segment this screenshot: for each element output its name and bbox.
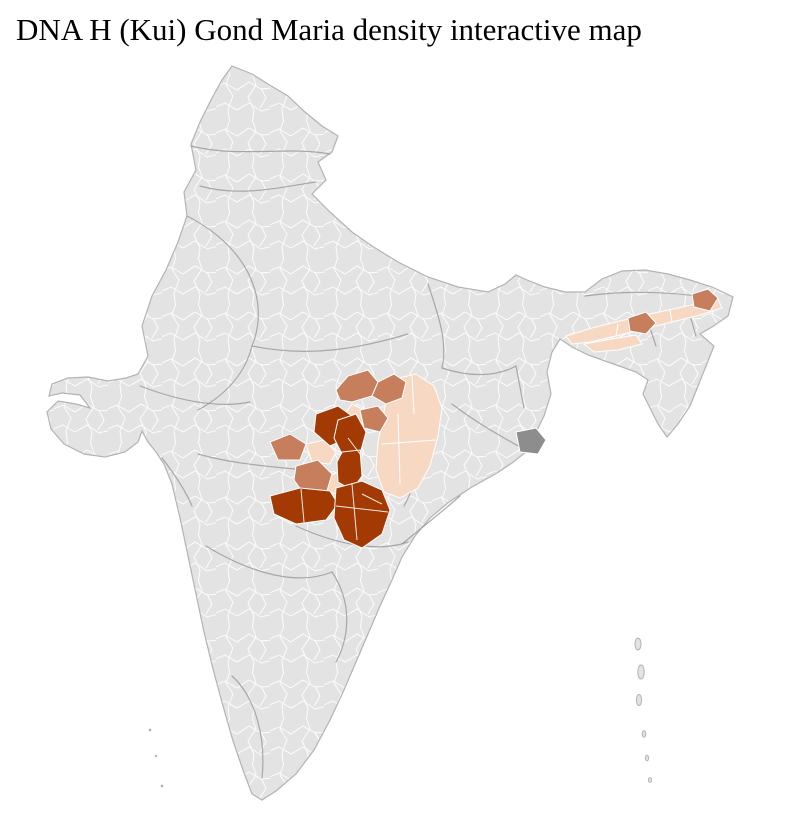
island[interactable]	[148, 728, 152, 732]
district-medium[interactable]	[359, 405, 389, 433]
island[interactable]	[634, 637, 642, 651]
india-density-map[interactable]	[0, 50, 791, 820]
district-high[interactable]	[269, 487, 339, 525]
district-cluster-high-density[interactable]	[269, 405, 391, 549]
island[interactable]	[160, 784, 164, 788]
district-medium[interactable]	[627, 311, 657, 335]
district-borders-low	[381, 309, 673, 485]
page-title: DNA H (Kui) Gond Maria density interacti…	[16, 12, 642, 47]
district-low[interactable]	[582, 334, 643, 353]
district-borders-high	[300, 437, 389, 541]
island[interactable]	[647, 777, 653, 783]
district-low[interactable]	[305, 439, 337, 465]
state-borders	[139, 145, 713, 779]
island[interactable]	[637, 664, 645, 680]
district-medium[interactable]	[269, 433, 307, 461]
district-low[interactable]	[375, 373, 443, 499]
island[interactable]	[641, 730, 647, 738]
district-no-data-dark[interactable]	[515, 427, 547, 455]
island[interactable]	[635, 694, 643, 706]
andaman-nicobar-islands[interactable]	[634, 637, 653, 783]
district-medium[interactable]	[371, 373, 407, 405]
island[interactable]	[154, 754, 158, 758]
lakshadweep-islands[interactable]	[148, 728, 164, 788]
district-cluster-medium-density[interactable]	[269, 288, 719, 495]
district-medium[interactable]	[691, 288, 719, 312]
island[interactable]	[644, 754, 650, 762]
district-high[interactable]	[333, 480, 391, 549]
